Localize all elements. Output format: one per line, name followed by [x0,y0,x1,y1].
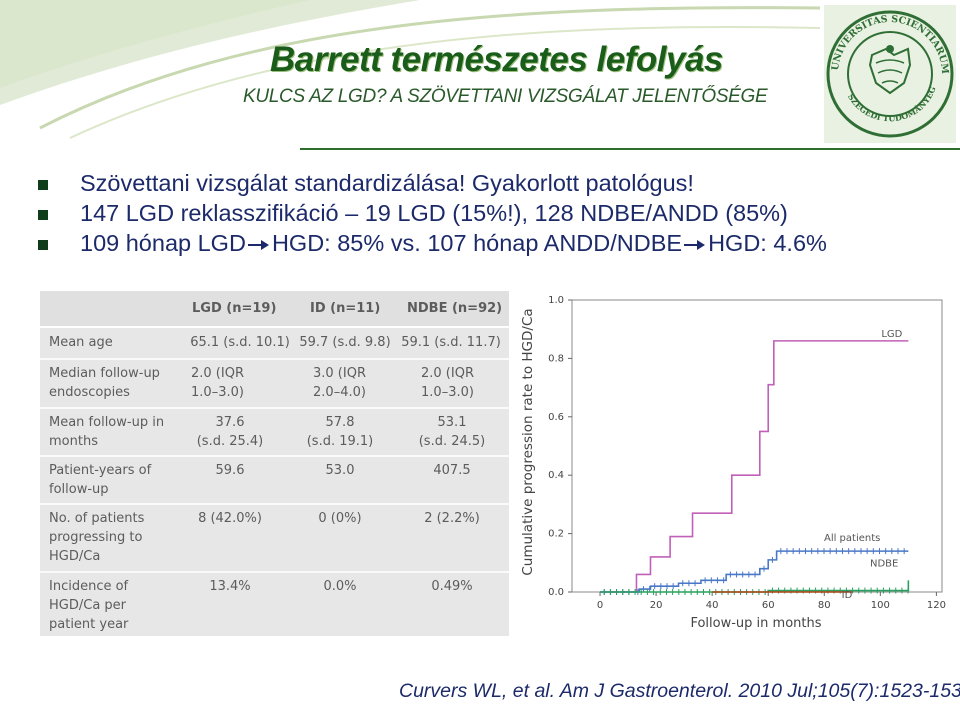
table-cell: 407.5 [433,463,471,478]
y-tick-label: 0.6 [548,412,564,423]
x-tick-label: 60 [762,600,775,611]
x-tick-label: 0 [597,600,603,611]
bullet-square-icon [38,210,48,220]
table-row: Mean age 65.1 (s.d. 10.1) 59.7 (s.d. 9.8… [40,328,509,360]
y-tick-label: 0.4 [548,470,564,481]
bullet-text-part: HGD: 85% vs. 107 hónap ANDD/NDBE [271,230,683,256]
table-cell: 59.1 (s.d. 11.7) [401,335,501,350]
university-seal-logo: UNIVERSITAS SCIENTIARUM SZEGEDIENSIS SZE… [824,5,956,143]
x-tick-label: 120 [927,600,946,611]
table-cell: 57.8 (s.d. 19.1) [306,415,374,449]
bullet-text-part: HGD: 4.6% [708,230,827,256]
row-label: Patient-years of follow-up [49,463,152,497]
row-label: Median follow-up endoscopies [49,366,160,400]
table-cell: 53.1 (s.d. 24.5) [418,415,486,449]
chart-x-axis-label: Follow-up in months [690,616,821,631]
citation: Curvers WL, et al. Am J Gastroenterol. 2… [399,680,960,702]
page-title: Barrett természetes lefolyás [270,40,723,79]
row-label: No. of patients progressing to HGD/Ca [49,511,145,564]
y-tick-label: 0.8 [548,353,564,364]
y-tick-label: 1.0 [548,295,564,306]
arrow-right-icon [247,239,270,250]
page-subtitle: KULCS AZ LGD? A SZÖVETTANI VIZSGÁLAT JEL… [243,86,768,107]
series-label: NDBE [870,558,898,569]
series-label: ID [842,590,853,601]
bullet-text: Szövettani vizsgálat standardizálása! Gy… [80,170,694,196]
y-tick-label: 0.0 [548,587,564,598]
bullet-text-part: 109 hónap LGD [80,230,246,256]
series-line-lgd [600,340,909,593]
bullet-square-icon [38,180,48,190]
bullet-text: 147 LGD reklasszifikáció – 19 LGD (15%!)… [80,200,788,226]
row-label: Mean age [49,335,113,350]
x-tick-label: 80 [818,600,831,611]
series-label: All patients [824,533,880,544]
table-header-cell: ID (n=11) [310,301,381,316]
arrow-right-icon [684,239,706,250]
table-cell: 59.7 (s.d. 9.8) [299,335,391,350]
table-header: LGD (n=19) ID (n=11) NDBE (n=92) [40,291,509,328]
series-line-all-patients [600,550,909,593]
bullet-text: 109 hónap LGD HGD: 85% vs. 107 hónap ANDD… [80,230,827,257]
header-swoosh [0,0,821,139]
table-cell: 0.0% [323,579,357,594]
table-cell: 8 (42.0%) [198,511,262,526]
x-tick-label: 20 [650,600,663,611]
table-cell: 0.49% [431,579,473,594]
table-cell: 3.0 (IQR 2.0–4.0) [313,366,366,400]
table-cell: 37.6 (s.d. 25.4) [196,415,264,449]
table-cell: 53.0 [325,463,355,478]
table-cell: 59.6 [215,463,245,478]
table-cell: 2.0 (IQR 1.0–3.0) [191,366,244,400]
table-cell: 2.0 (IQR 1.0–3.0) [421,366,474,400]
table-cell: 2 (2.2%) [424,511,480,526]
chart-y-axis-label: Cumulative progression rate to HGD/Ca [520,308,536,575]
table-row: Incidence of HGD/Ca per patient year 13.… [40,573,509,636]
table-cell: 65.1 (s.d. 10.1) [190,335,290,350]
table-header-cell: LGD (n=19) [192,301,277,316]
bullet-square-icon [38,240,48,250]
row-label: Incidence of HGD/Ca per patient year [49,579,129,632]
table-row: No. of patients progressing to HGD/Ca 8 … [40,505,509,573]
x-tick-label: 100 [871,600,890,611]
y-tick-label: 0.2 [548,529,564,540]
table-row: Median follow-up endoscopies 2.0 (IQR 1.… [40,360,509,409]
header-rule [300,148,960,150]
table-cell: 0 (0%) [318,511,362,526]
table-row: Patient-years of follow-up 59.6 53.0 407… [40,457,509,505]
x-tick-label: 40 [706,600,719,611]
row-label: Mean follow-up in months [49,415,165,449]
progression-chart: Cumulative progression rate to HGD/Ca Fo… [512,292,958,636]
table-cell: 13.4% [209,579,251,594]
study-table: LGD (n=19) ID (n=11) NDBE (n=92) Mean ag… [40,291,509,636]
table-header-cell: NDBE (n=92) [407,301,503,316]
series-label: LGD [881,329,902,340]
table-row: Mean follow-up in months 37.6 (s.d. 25.4… [40,409,509,457]
